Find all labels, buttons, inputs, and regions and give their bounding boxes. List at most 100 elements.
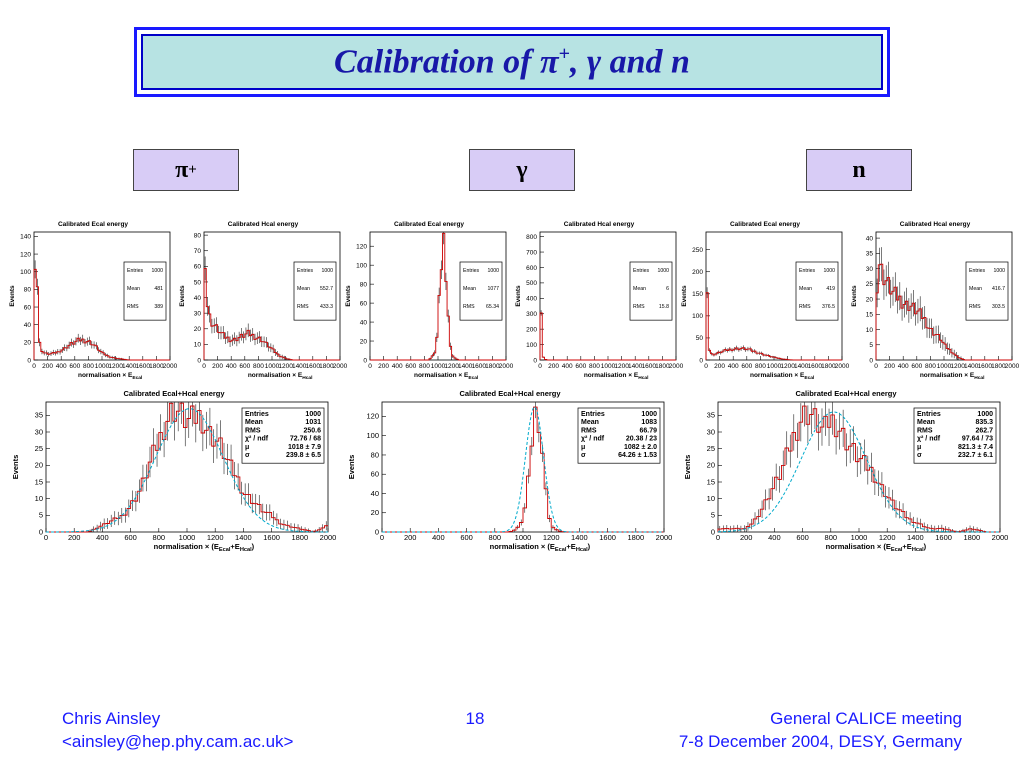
histogram-series — [875, 247, 1012, 361]
y-tick-label: 20 — [707, 461, 715, 470]
stats-value: 1031 — [305, 419, 321, 426]
stats-value: 1018 ± 7.9 — [288, 444, 321, 451]
stats-key: Entries — [581, 411, 605, 418]
stats-box: Entries 1000 Mean 6 RMS 15.8 — [629, 261, 673, 321]
y-tick-label: 100 — [20, 269, 31, 276]
x-tick-label: 1200 — [444, 363, 459, 370]
x-tick-label: 1200 — [614, 363, 629, 370]
stats-key: Entries — [799, 268, 816, 274]
x-tick-label: 400 — [898, 363, 909, 370]
histogram-line — [717, 405, 1000, 533]
y-tick-label: 100 — [692, 313, 703, 320]
y-tick-label: 100 — [526, 342, 537, 349]
x-tick-label: 2000 — [1005, 363, 1020, 370]
title-sep: , — [569, 43, 587, 81]
y-tick-label: 0 — [375, 527, 379, 536]
chart-title-2: Calibrated Ecal energy — [394, 221, 464, 228]
y-tick-label: 80 — [371, 450, 379, 459]
y-tick-label: 25 — [866, 281, 874, 288]
y-tick-label: 25 — [35, 444, 43, 453]
chart-title-4: Calibrated Ecal energy — [730, 221, 800, 228]
x-tick-label: 200 — [740, 533, 753, 542]
label-gamma: γ — [469, 149, 575, 191]
y-tick-label: 40 — [866, 235, 874, 242]
x-tick-label: 800 — [253, 363, 264, 370]
x-tick-label: 800 — [755, 363, 766, 370]
stats-value: 1000 — [657, 268, 669, 274]
x-tick-label: 1000 — [515, 533, 532, 542]
stats-value: 1000 — [977, 411, 993, 418]
stats-value: 97.64 / 73 — [962, 436, 993, 443]
histogram-series — [203, 256, 340, 361]
x-tick-label: 1600 — [263, 533, 280, 542]
x-tick-label: 1800 — [821, 363, 836, 370]
y-tick-label: 80 — [24, 287, 32, 294]
histogram-line — [875, 263, 1012, 361]
y-tick-label: 300 — [526, 311, 537, 318]
y-tick-label: 80 — [360, 281, 368, 288]
y-tick-label: 5 — [711, 511, 715, 520]
stats-value: 419 — [826, 286, 835, 292]
stats-value: 15.8 — [659, 304, 669, 310]
y-tick-label: 35 — [35, 411, 43, 420]
stats-key: Mean — [633, 286, 646, 292]
x-tick-label: 0 — [368, 363, 372, 370]
y-tick-label: 0 — [363, 357, 367, 364]
x-tick-label: 800 — [83, 363, 94, 370]
y-tick-label: 35 — [707, 411, 715, 420]
y-tick-label: 70 — [194, 248, 202, 255]
x-tick-label: 1200 — [780, 363, 795, 370]
y-tick-label: 10 — [866, 327, 874, 334]
x-tick-label: 400 — [768, 533, 781, 542]
x-tick-label: 2000 — [669, 363, 684, 370]
y-tick-label: 100 — [366, 431, 379, 440]
x-tick-label: 1000 — [179, 533, 196, 542]
stats-key: RMS — [245, 427, 261, 434]
footer-author-email[interactable]: <ainsley@hep.phy.cam.ac.uk> — [62, 732, 294, 751]
footer-page-number: 18 — [465, 709, 485, 728]
stats-box: Entries 1000 Mean 419 RMS 376.5 — [795, 261, 839, 321]
x-tick-label: 1600 — [978, 363, 993, 370]
stats-box: Entries 1000 Mean 416.7 RMS 303.5 — [965, 261, 1009, 321]
x-tick-label: 1400 — [122, 363, 137, 370]
stats-key: Mean — [969, 286, 982, 292]
y-tick-label: 10 — [35, 494, 43, 503]
stats-value: 66.79 — [639, 427, 657, 434]
y-tick-label: 120 — [366, 412, 379, 421]
stats-key: RMS — [463, 304, 475, 310]
histogram-line — [46, 402, 328, 533]
stats-key: χ² / ndf — [581, 436, 605, 443]
x-tick-label: 1800 — [319, 363, 334, 370]
stats-box-frame — [629, 261, 673, 321]
histogram-series — [370, 232, 506, 361]
stats-box: Entries 1000 Mean 552.7 RMS 433.3 — [293, 261, 337, 321]
x-tick-label: 200 — [714, 363, 725, 370]
stats-box-frame — [123, 261, 167, 321]
stats-key: RMS — [581, 427, 597, 434]
stats-value: 262.7 — [975, 427, 993, 434]
x-tick-label: 400 — [432, 533, 445, 542]
stats-value: 376.5 — [822, 304, 835, 310]
stats-value: 1000 — [823, 268, 835, 274]
x-tick-label: 600 — [575, 363, 586, 370]
x-tick-label: 0 — [380, 533, 384, 542]
stats-box-frame — [795, 261, 839, 321]
x-tick-label: 0 — [538, 363, 542, 370]
stats-value: 1082 ± 2.0 — [624, 444, 657, 451]
x-tick-label: 400 — [96, 533, 109, 542]
chart-title-5: Calibrated Hcal energy — [900, 221, 971, 228]
stats-value: 303.5 — [992, 304, 1005, 310]
x-tick-label: 1600 — [642, 363, 657, 370]
x-tick-label: 200 — [68, 533, 81, 542]
histogram-series — [539, 310, 676, 361]
pion-ecal-histogram: Calibrated Ecal energy 0 20 40 60 80 100 120 140… — [9, 221, 178, 381]
stats-key: μ — [245, 444, 249, 451]
stats-box-frame — [293, 261, 337, 321]
neutron-ecal-histogram: Calibrated Ecal energy 0 50 100 150 200 250 0 20… — [681, 221, 850, 381]
y-tick-label: 0 — [197, 357, 201, 364]
x-tick-label: 1600 — [306, 363, 321, 370]
y-tick-label: 140 — [20, 234, 31, 241]
y-tick-label: 30 — [707, 427, 715, 436]
x-tick-label: 600 — [69, 363, 80, 370]
stats-box-frame — [577, 407, 661, 464]
